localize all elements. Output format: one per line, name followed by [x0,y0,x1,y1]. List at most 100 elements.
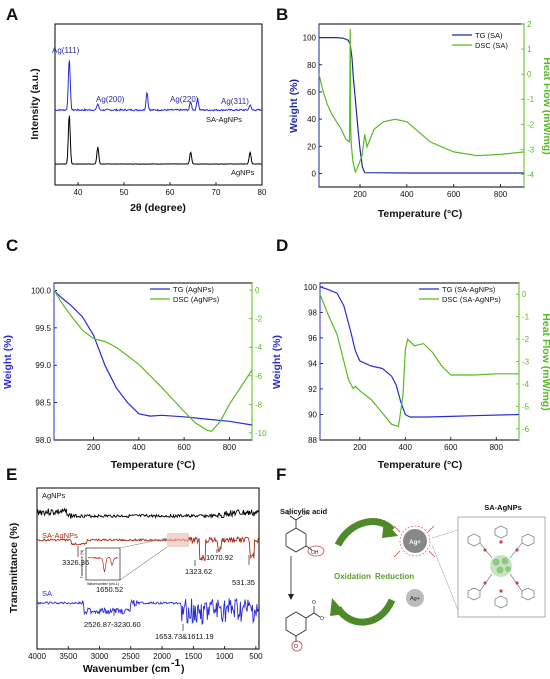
series-name-sa-agnps: SA-AgNPs [206,115,242,124]
y-tick-label: 90 [308,410,317,419]
y-tick-label: 92 [308,385,317,394]
ligand-ring-2 [521,533,535,547]
y-tick-label: 98.0 [35,436,51,445]
inset-connector-bottom [119,546,168,581]
y-tick-label: 88 [308,436,317,445]
x-tick-label: 400 [132,443,146,452]
y-tick-label: 100 [303,34,317,43]
y-axis-title-b: Weight (%) [288,79,300,133]
product-title: SA-AgNPs [484,503,522,512]
legend-c: TG (AgNPs) DSC (AgNPs) [150,285,220,304]
x-tick-label: 200 [87,443,101,452]
y-axis-title-a: Intensity (a.u.) [29,68,41,139]
ligand-arms [393,525,436,558]
y-axis-title-e: Transmittance (%) [8,523,20,613]
y-tick-label: 40 [307,115,316,124]
legend-label-tg-sa-agnps: TG (SA-AgNPs) [442,285,496,294]
x-axis-title-e: Wavenumber (cm [83,663,170,675]
series-line-dsc-agnps [53,289,253,433]
inset-y-axis-title: Transmittance (%) [80,550,84,578]
y2-tick-label: -2 [527,120,535,129]
o-highlight [291,640,303,652]
peak-label-ag111: Ag(111) [52,46,80,55]
y2-tick-label: -4 [255,343,263,352]
ligand-arm-3 [393,550,401,558]
oxygen-dot-6 [499,589,503,593]
quinone-structure [285,606,321,652]
y-tick-label: 0 [312,169,317,178]
x-tick-label-e: 4000 [28,652,46,661]
x-axis-title-e-superscript: -1 [171,657,180,669]
peak-label-ag220: Ag(220) [170,95,199,104]
axes-c: 200 400 600 800 98.0 98.5 99.0 99.5 100.0 -10 -8 -6… [31,283,267,452]
cycle-arrowhead-bottom [330,598,346,616]
cycle-arrowhead-top [382,520,398,538]
oxygen-dot-4 [515,581,519,585]
annotation-531-35: 531.35 [232,578,255,587]
ag-ion-label-top: Ag+ [409,540,421,546]
cluster-core [490,555,512,577]
panel-label-d: D [276,236,288,255]
ligand-arm-4 [428,550,436,558]
zoom-line-top [431,529,459,539]
x-axis-title-c: Temperature (°C) [111,459,196,471]
y-tick-label: 98.5 [35,399,51,408]
plot-frame-e [36,487,260,650]
ligand-arm-1 [393,525,401,533]
axes-b: 200 400 600 800 0 20 40 60 80 100 -4 -3 -2 -1 0 1 2 [303,20,535,199]
panel-f: F Salicylic acid O OH OH O O⁻ O [276,465,546,652]
y2-tick-label: -1 [527,95,535,104]
axes-d: 200 400 600 800 88 90 92 94 96 98 100 -6 -5 -4 -3 -2 -1 0 [304,283,530,452]
bond-hydroxyl [295,515,303,521]
panel-e: E 4000 3500 3000 2500 2000 1500 1000 500 Wavenu… [6,465,263,675]
bond-carboxylate [305,612,315,619]
y-tick-label: 20 [307,142,316,151]
y-tick-label: 99.5 [35,324,51,333]
x-tick-label-e: 500 [249,652,263,661]
legend-b: TG (SA) DSC (SA) [452,31,508,50]
panel-label-b: B [276,5,288,24]
salicylic-acid-structure [285,515,325,557]
y2-tick-label: -2 [255,315,263,324]
x-tick-label: 800 [494,190,508,199]
x-tick-label-e: 2500 [122,652,140,661]
panel-b: B 200 400 600 800 0 20 40 60 80 100 -4 -3 -2 -1 0 1 2 TG… [276,5,550,220]
x-tick-label: 800 [490,443,504,452]
panel-label-f: F [276,465,286,484]
ag-ion-particle-top [403,529,427,553]
x-tick-label: 200 [353,443,367,452]
x-tick-label: 200 [353,190,367,199]
panel-a: A 40 50 60 70 80 Ag(111) Ag(200) Ag(220) Ag(… [6,5,267,214]
legend-label-dsc-sa: DSC (SA) [475,41,508,50]
x-tick-label: 600 [444,443,458,452]
y-tick-label: 96 [308,334,317,343]
series-line-ftir-sa-agnps [36,535,259,562]
series-name-ftir-sa: SA [42,589,52,598]
x-tick-label-a: 80 [258,188,267,197]
series-name-ftir-agnps: AgNPs [42,491,66,500]
series-line-dsc-sa-agnps [319,293,519,428]
annotation-3326-36: 3326.36 [62,558,89,567]
series-line-sa-agnps [54,60,262,112]
series-line-agnps [55,115,262,165]
y2-tick-label: 0 [522,290,527,299]
x-tick-label: 400 [400,190,414,199]
x-tick-label: 400 [399,443,413,452]
oxygen-dot-3 [483,581,487,585]
cluster-atom-1 [492,558,500,566]
x-axis-title-b: Temperature (°C) [378,208,463,220]
inset-connector-top [119,537,168,549]
series-line-ftir-sa [36,597,259,625]
legend-d: TG (SA-AgNPs) DSC (SA-AgNPs) [419,285,501,304]
x-tick-label-a: 60 [166,188,175,197]
y2-tick-label: 2 [527,20,532,29]
y2-tick-label: -2 [522,335,530,344]
bond-carbonyl [289,515,297,521]
series-line-tg-sa-agnps [319,286,520,418]
x-tick-label-e: 3000 [91,652,109,661]
y2-tick-label: -8 [255,400,263,409]
label-o-quinone: O [294,644,298,650]
y2-tick-label: -1 [522,313,530,322]
scheme-title: Salicylic acid [280,507,328,516]
